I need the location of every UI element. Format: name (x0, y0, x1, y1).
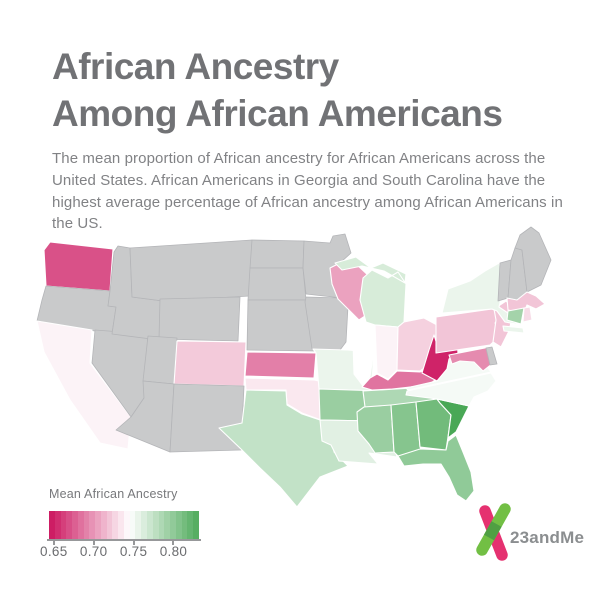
legend-tick-labels: 0.65 0.70 0.75 0.80 (40, 544, 209, 562)
legend: Mean African Ancestry 0.65 0.70 0.75 0.8… (40, 487, 201, 559)
legend-step (54, 511, 61, 539)
legend-step (170, 511, 176, 539)
legend-tick-label: 0.75 (119, 544, 148, 559)
legend-tick-mark (132, 541, 135, 545)
legend-tick-mark (92, 541, 95, 545)
legend-step (100, 511, 107, 539)
state-ri (522, 306, 533, 323)
legend-tick-label: 0.80 (159, 544, 188, 559)
state-in (374, 324, 399, 380)
legend-step (175, 511, 182, 539)
legend-step (147, 511, 153, 539)
state-nm (169, 383, 245, 453)
legend-title: Mean African Ancestry (49, 487, 178, 501)
legend-step (112, 511, 119, 539)
state-nc (405, 372, 497, 407)
state-me (514, 226, 552, 293)
states-layer (36, 226, 552, 508)
state-wa (43, 241, 114, 292)
legend-step (152, 511, 159, 539)
legend-step (95, 511, 101, 539)
legend-step (158, 511, 165, 539)
legend-axis-line (47, 539, 201, 541)
page-title-line1: African Ancestry (52, 46, 339, 87)
legend-step (77, 511, 84, 539)
legend-step (72, 511, 78, 539)
legend-step (141, 511, 148, 539)
state-co (173, 340, 247, 387)
legend-tick-label: 0.65 (40, 544, 68, 559)
brand-logo: 23andMe (466, 498, 584, 572)
legend-tick-mark (172, 541, 175, 545)
state-nd (249, 239, 305, 269)
legend-step (181, 511, 188, 539)
page-title: African Ancestry Among African Americans (52, 44, 572, 137)
state-fl (397, 434, 475, 502)
legend-step (123, 511, 130, 539)
legend-color-bar (49, 511, 199, 539)
legend-step (89, 511, 96, 539)
legend-step (187, 511, 194, 539)
state-sd (247, 267, 307, 301)
legend-tick-mark (52, 541, 55, 545)
state-ct (506, 307, 525, 325)
logo-overlap-segment (483, 521, 502, 541)
legend-step (83, 511, 90, 539)
state-mt (129, 239, 253, 302)
state-ia (304, 296, 349, 351)
legend-step (164, 511, 171, 539)
state-pa (435, 308, 504, 354)
legend-step (49, 511, 55, 539)
state-tx (218, 389, 349, 508)
legend-tick-label: 0.70 (79, 544, 108, 559)
legend-step (106, 511, 113, 539)
state-de (485, 346, 498, 366)
legend-step (135, 511, 142, 539)
legend-step (66, 511, 73, 539)
page-subtitle: The mean proportion of African ancestry … (52, 150, 563, 233)
legend-step (129, 511, 136, 539)
legend-step (60, 511, 67, 539)
state-ks (244, 351, 317, 379)
state-wy (158, 296, 241, 342)
legend-step (118, 511, 124, 539)
state-ut (142, 335, 178, 385)
page-title-line2: Among African Americans (52, 92, 503, 134)
brand-logo-text: 23andMe (510, 528, 585, 547)
state-ca (36, 320, 132, 450)
legend-step (193, 511, 199, 539)
